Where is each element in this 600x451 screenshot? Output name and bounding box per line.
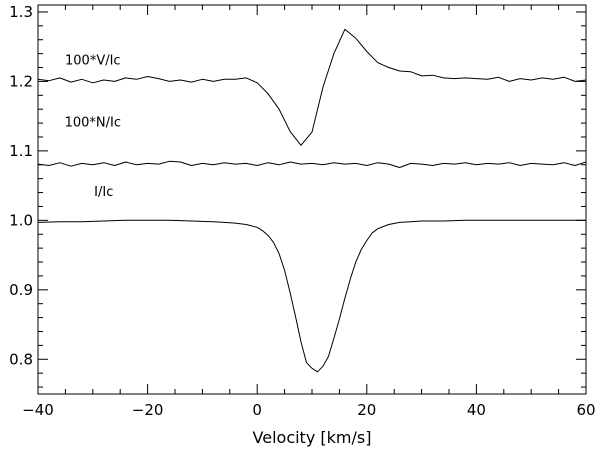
- y-tick-label: 1.1: [9, 142, 33, 160]
- x-axis-title: Velocity [km/s]: [253, 428, 372, 447]
- x-tick-label: 0: [252, 401, 262, 419]
- x-tick-label: 60: [576, 401, 595, 419]
- axis-tick-labels: −40 −20 0 20 40 60 0.8 0.9 1.0 1.1 1.2 1.3: [9, 3, 595, 419]
- x-tick-label: 20: [357, 401, 376, 419]
- y-tick-label: 1.2: [9, 72, 33, 90]
- series-line-2: [37, 219, 586, 373]
- x-tick-label: −20: [132, 401, 164, 419]
- series-labels: 100*V/Ic 100*N/Ic I/Ic: [65, 54, 121, 200]
- series-line-0: [37, 28, 587, 146]
- series-lines: [37, 28, 587, 373]
- axis-ticks: [37, 5, 587, 394]
- y-tick-label: 1.0: [9, 211, 33, 229]
- x-tick-label: −40: [22, 401, 54, 419]
- y-tick-label: 1.3: [9, 3, 33, 21]
- y-tick-label: 0.9: [9, 281, 33, 299]
- series-label-1: 100*N/Ic: [65, 116, 121, 131]
- series-label-0: 100*V/Ic: [65, 54, 121, 69]
- series-label-2: I/Ic: [94, 185, 113, 200]
- y-tick-label: 0.8: [9, 350, 33, 368]
- x-tick-label: 40: [467, 401, 486, 419]
- series-line-1: [37, 160, 587, 168]
